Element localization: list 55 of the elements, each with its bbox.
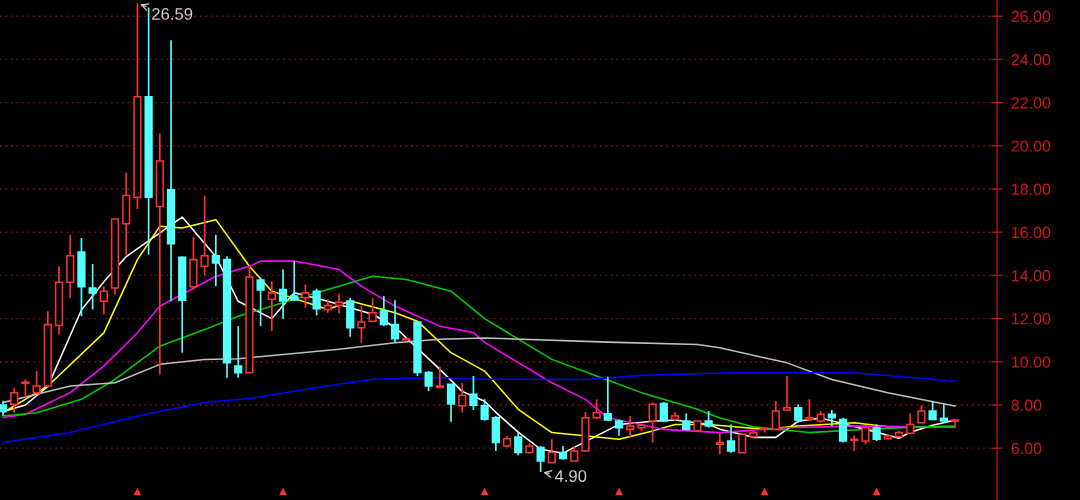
y-tick-label: 20.00	[1011, 140, 1051, 152]
annotation: 4.90	[554, 470, 587, 482]
candlestick	[10, 386, 19, 414]
candlestick	[21, 378, 30, 399]
candlestick	[334, 292, 344, 315]
candlestick	[424, 370, 433, 392]
candlestick	[603, 375, 612, 422]
candlestick	[838, 416, 848, 444]
candlestick	[312, 287, 321, 317]
candlestick	[626, 415, 635, 439]
y-tick-label: 6.00	[1011, 442, 1042, 455]
line-series	[2, 372, 956, 444]
y-tick-label: 22.00	[1011, 97, 1051, 109]
candlestick	[211, 233, 220, 288]
candlestick	[379, 295, 388, 327]
candlestick	[715, 431, 724, 456]
candlestick	[861, 424, 870, 446]
candlestick	[88, 263, 97, 311]
candlestick	[794, 403, 803, 424]
y-tick-label: 18.00	[1012, 183, 1051, 195]
candlestick	[648, 401, 657, 444]
candlestick	[267, 280, 276, 332]
candlestick	[446, 383, 456, 423]
candlestick	[480, 398, 489, 422]
y-tick-label: 12.00	[1012, 313, 1051, 325]
candlestick	[592, 398, 601, 421]
candlestick	[32, 370, 41, 396]
annotation: 26.59	[152, 8, 193, 20]
candlestick	[547, 438, 556, 464]
candlestick	[458, 382, 467, 414]
candlestick	[99, 285, 108, 316]
y-tick-label: 26.00	[1011, 10, 1051, 23]
y-tick-label: 14.00	[1012, 270, 1051, 282]
candlestick	[368, 297, 377, 323]
y-tick-label: 16.00	[1012, 226, 1051, 239]
candlestick	[939, 403, 948, 424]
candlestick	[469, 375, 478, 411]
candlestick	[805, 398, 814, 422]
candlestick	[234, 325, 243, 379]
candlestick	[514, 431, 523, 457]
candlestick	[256, 276, 265, 327]
y-tick-label: 8.00	[1011, 399, 1042, 411]
candlestick	[278, 268, 288, 320]
candlestick	[200, 194, 209, 277]
candlestick	[290, 260, 299, 302]
candlestick	[435, 365, 444, 389]
candlestick	[390, 299, 400, 344]
candlestick	[782, 375, 792, 411]
candlestick	[357, 305, 366, 344]
candlestick	[771, 400, 780, 431]
candlestick	[726, 423, 736, 454]
candlestick	[738, 431, 747, 454]
y-tick-label: 24.00	[1011, 54, 1051, 66]
candlestick	[301, 283, 310, 309]
y-tick-label: 10.00	[1012, 356, 1051, 368]
